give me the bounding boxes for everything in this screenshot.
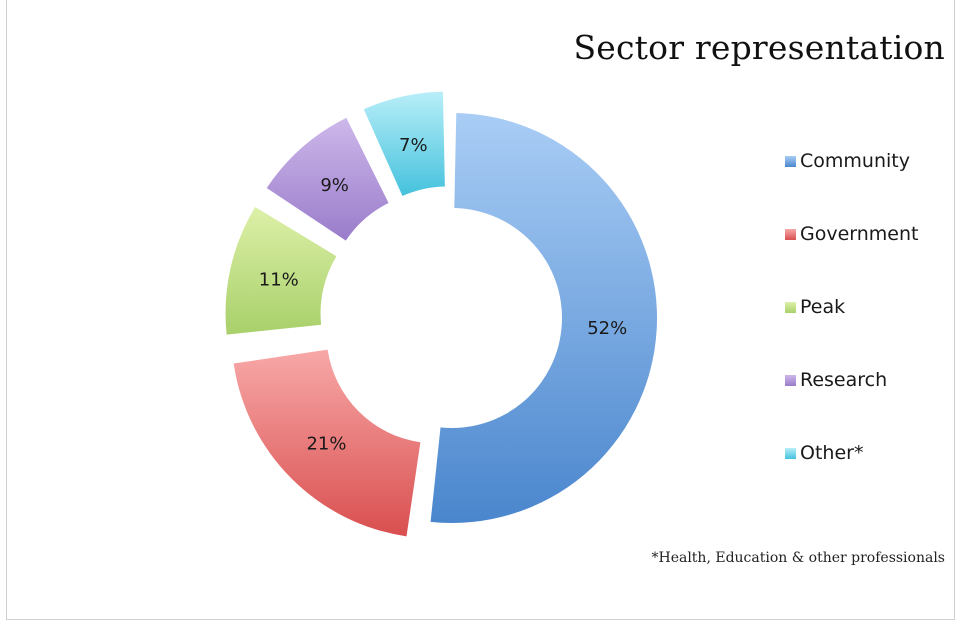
slice-label-other: 7% bbox=[399, 135, 428, 156]
legend-label-community: Community bbox=[800, 150, 910, 172]
legend-item-government: Government bbox=[785, 223, 919, 245]
slice-label-government: 21% bbox=[306, 434, 346, 455]
slice-other bbox=[363, 91, 445, 197]
legend-item-research: Research bbox=[785, 369, 887, 391]
slice-research bbox=[266, 117, 389, 241]
legend-swatch-community bbox=[785, 155, 796, 167]
legend-item-other: Other* bbox=[785, 442, 863, 464]
slice-label-community: 52% bbox=[587, 318, 627, 339]
chart-title: Sector representation bbox=[573, 28, 945, 67]
legend-item-peak: Peak bbox=[785, 296, 845, 318]
slice-community bbox=[430, 113, 657, 524]
footnote: *Health, Education & other professionals bbox=[651, 550, 945, 566]
legend-label-government: Government bbox=[800, 223, 919, 245]
slice-label-research: 9% bbox=[320, 175, 349, 196]
legend-label-research: Research bbox=[800, 369, 888, 391]
legend-swatch-government bbox=[785, 228, 796, 240]
legend-label-other: Other* bbox=[800, 442, 864, 464]
slice-label-peak: 11% bbox=[259, 269, 299, 290]
legend-swatch-other bbox=[785, 447, 796, 459]
legend-label-peak: Peak bbox=[800, 296, 846, 318]
legend-swatch-peak bbox=[785, 301, 796, 313]
legend-item-community: Community bbox=[785, 150, 910, 172]
slice-peak bbox=[225, 207, 337, 335]
legend-swatch-research bbox=[785, 374, 796, 386]
slice-government bbox=[233, 349, 421, 537]
